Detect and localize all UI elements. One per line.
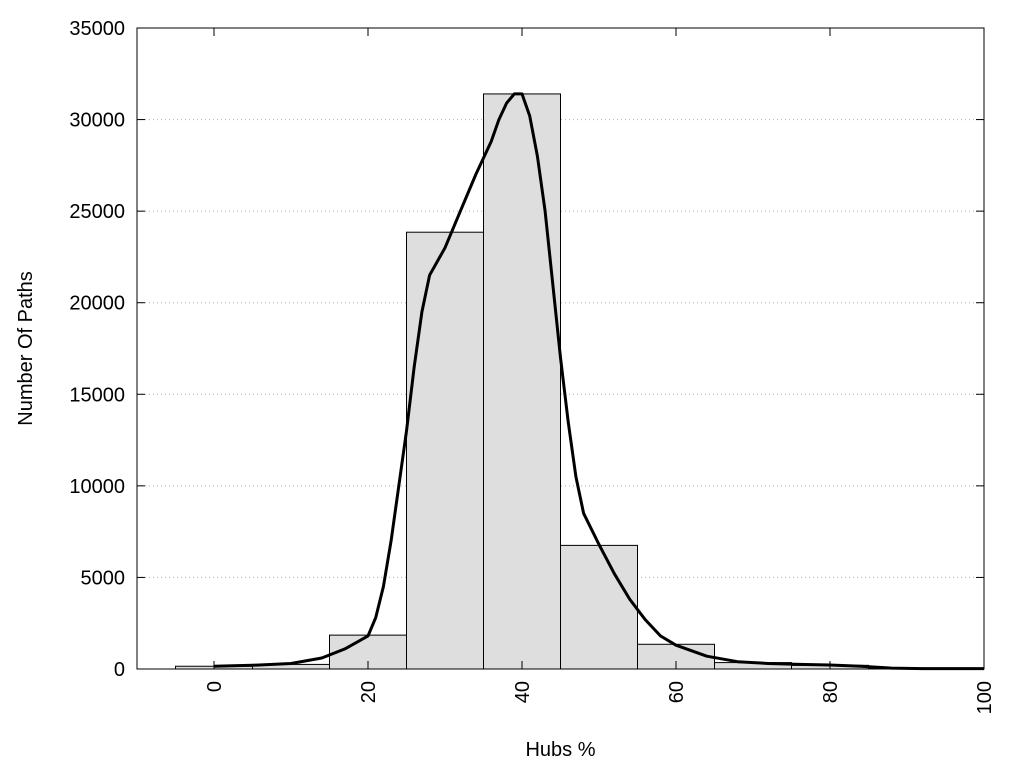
- y-axis-title: Number Of Paths: [15, 271, 37, 426]
- bars-layer: [175, 93, 985, 670]
- y-tick-label: 30000: [69, 110, 125, 132]
- x-axis-title: Hubs %: [525, 739, 595, 761]
- histogram-bar: [406, 231, 484, 670]
- histogram-bar: [483, 93, 561, 670]
- histogram-bar: [560, 544, 638, 670]
- x-tick-label: 0: [204, 681, 226, 692]
- y-tick-label: 15000: [69, 384, 125, 406]
- y-tick-label: 35000: [69, 18, 125, 40]
- x-tick-label: 40: [512, 681, 534, 703]
- density-curve: [213, 92, 984, 671]
- x-tick-label: 20: [358, 681, 380, 703]
- y-tick-label: 0: [114, 659, 125, 681]
- y-tick-label: 20000: [69, 293, 125, 315]
- x-tick-label: 60: [666, 681, 688, 703]
- ticks-layer: 0 5000 10000 15000 20000 25000 30000 35000 0 20 40…: [69, 18, 996, 714]
- curve-layer: [213, 92, 984, 671]
- y-tick-label: 5000: [81, 567, 126, 589]
- y-tick-label: 10000: [69, 476, 125, 498]
- x-tick-label: 80: [820, 681, 842, 703]
- x-tick-label: 100: [974, 681, 996, 714]
- plot-frame: [136, 27, 985, 670]
- y-tick-label: 25000: [69, 201, 125, 223]
